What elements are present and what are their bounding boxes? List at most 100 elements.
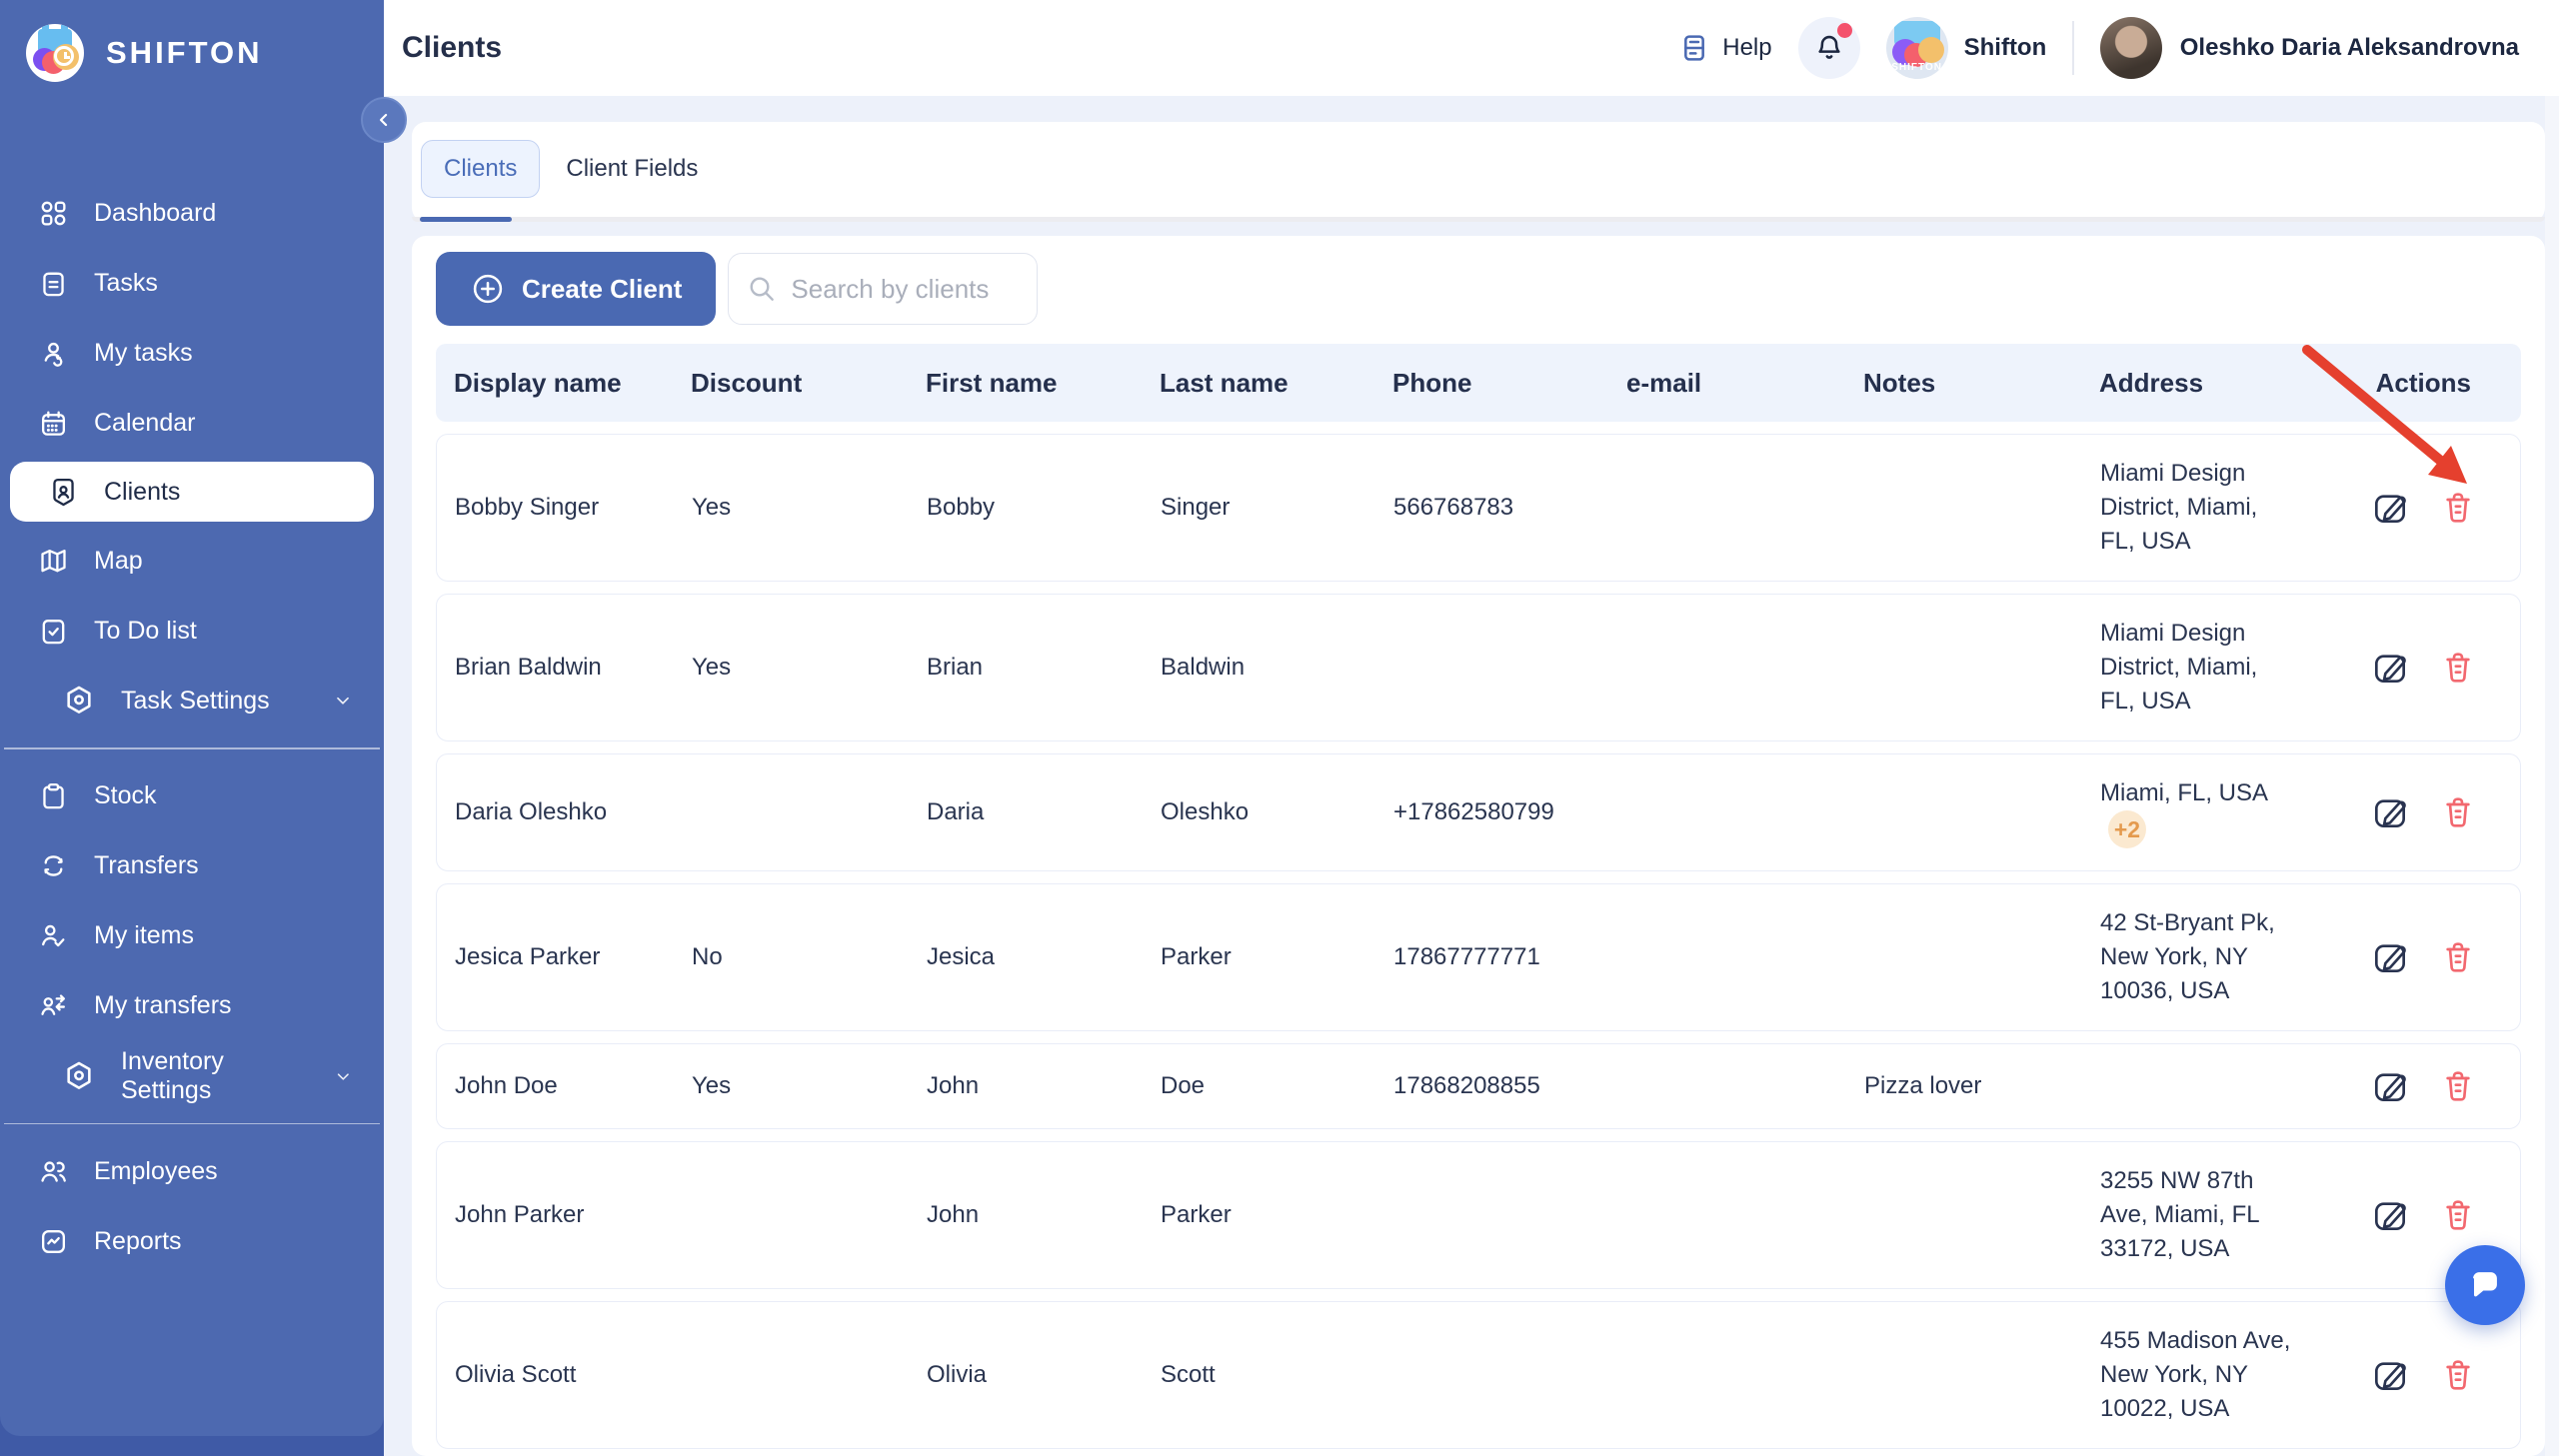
table-row: Olivia Scott Olivia Scott 455 Madison Av… (436, 1301, 2521, 1449)
delete-client-button[interactable] (2438, 488, 2478, 528)
edit-client-button[interactable] (2370, 1355, 2410, 1395)
cell-phone: 566768783 (1393, 494, 1514, 521)
chat-bubble-icon (2473, 1272, 2497, 1297)
trash-icon (2446, 942, 2470, 972)
sidebar-item-transfers[interactable]: Transfers (0, 831, 384, 901)
chevron-left-icon (380, 113, 388, 127)
edit-client-button[interactable] (2370, 488, 2410, 528)
cell-first-name: Brian (927, 654, 984, 681)
delete-client-button[interactable] (2438, 1195, 2478, 1235)
cell-first-name: Daria (927, 798, 985, 825)
sidebar-item-my-tasks[interactable]: My tasks (0, 318, 384, 388)
cell-last-name: Parker (1161, 1201, 1232, 1228)
settings-hex-icon (62, 1059, 96, 1093)
cell-address: 42 St-Bryant Pk, New York, NY 10036, USA (2100, 909, 2275, 1004)
settings-hex-icon (62, 684, 96, 718)
edit-client-button[interactable] (2370, 1195, 2410, 1235)
edit-icon (2374, 944, 2406, 972)
sidebar-item-label: Task Settings (121, 686, 270, 715)
sidebar-divider (4, 1122, 380, 1124)
sidebar-item-my-transfers[interactable]: My transfers (0, 971, 384, 1041)
sidebar-item-label: My tasks (94, 338, 193, 367)
sidebar-collapse-button[interactable] (361, 97, 407, 143)
sidebar-item-clients[interactable]: Clients (10, 462, 374, 522)
create-client-button[interactable]: Create Client (436, 252, 717, 326)
sidebar-item-calendar[interactable]: Calendar (0, 388, 384, 458)
clients-icon (48, 477, 79, 508)
sidebar-item-label: Transfers (94, 851, 199, 879)
tabs-track (412, 217, 2545, 222)
org-chip[interactable]: SHIFTON Shifton (1885, 17, 2047, 79)
toolbar: Create Client (436, 252, 2521, 326)
transfers-icon (38, 850, 69, 881)
sidebar: SHIFTON Dashboard Tasks My tasks Calendar Cl… (0, 0, 407, 1456)
stock-icon (38, 780, 69, 811)
scrollbar-track[interactable] (2545, 96, 2559, 1456)
sidebar-item-my-items[interactable]: My items (0, 901, 384, 971)
edit-client-button[interactable] (2370, 1066, 2410, 1106)
cell-display-name: Brian Baldwin (455, 654, 602, 681)
cell-address: Miami Design District, Miami, FL, USA (2100, 460, 2258, 555)
sidebar-item-label: Map (94, 546, 143, 575)
sidebar-item-dashboard[interactable]: Dashboard (0, 178, 384, 248)
delete-client-button[interactable] (2438, 1066, 2478, 1106)
edit-client-button[interactable] (2370, 792, 2410, 832)
cell-last-name: Oleshko (1161, 798, 1250, 825)
sidebar-item-employees[interactable]: Employees (0, 1136, 384, 1206)
trash-icon (2446, 1071, 2470, 1101)
sidebar-item-to-do-list[interactable]: To Do list (0, 596, 384, 666)
cell-actions (2347, 792, 2520, 832)
cell-actions (2347, 1066, 2520, 1106)
address-more-badge[interactable]: +2 (2108, 810, 2146, 848)
user-chip[interactable]: Oleshko Daria Aleksandrovna (2099, 17, 2519, 79)
notifications-button[interactable] (1797, 17, 1860, 79)
sidebar-item-inventory-settings[interactable]: Inventory Settings (0, 1041, 384, 1111)
sidebar-item-map[interactable]: Map (0, 526, 384, 596)
cell-phone: +17862580799 (1393, 798, 1554, 825)
cell-discount: No (692, 943, 723, 970)
cell-discount: Yes (692, 654, 732, 681)
cell-display-name: John Doe (455, 1072, 558, 1099)
tab-clients[interactable]: Clients (421, 140, 541, 198)
org-avatar: SHIFTON (1885, 17, 1948, 79)
delete-client-button[interactable] (2438, 937, 2478, 977)
sidebar-item-tasks[interactable]: Tasks (0, 248, 384, 318)
edit-icon (2374, 799, 2406, 827)
sidebar-item-reports[interactable]: Reports (0, 1206, 384, 1276)
cell-first-name: Jesica (927, 943, 996, 970)
search-input[interactable] (728, 253, 1039, 325)
cell-actions (2347, 648, 2520, 688)
col-display-name: Display name (454, 367, 622, 398)
reports-icon (38, 1226, 69, 1257)
sidebar-item-stock[interactable]: Stock (0, 761, 384, 831)
org-name: Shifton (1963, 34, 2047, 61)
sidebar-item-label: Stock (94, 781, 157, 809)
delete-client-button[interactable] (2438, 1355, 2478, 1395)
sidebar-item-label: Tasks (94, 268, 158, 297)
help-button[interactable]: Help (1678, 32, 1772, 64)
cell-actions (2347, 488, 2520, 528)
person-arrows-icon (38, 990, 69, 1021)
sidebar-item-label: My items (94, 921, 194, 949)
cell-display-name: Olivia Scott (455, 1361, 577, 1388)
cell-last-name: Parker (1161, 943, 1232, 970)
person-check-icon (38, 920, 69, 951)
sidebar-item-task-settings[interactable]: Task Settings (0, 666, 384, 735)
cell-actions (2347, 1195, 2520, 1235)
trash-icon (2446, 1200, 2470, 1230)
cell-notes: Pizza lover (1864, 1072, 1982, 1099)
delete-client-button[interactable] (2438, 648, 2478, 688)
sidebar-item-label: Calendar (94, 408, 196, 437)
delete-client-button[interactable] (2438, 792, 2478, 832)
sidebar-item-label: Employees (94, 1156, 218, 1185)
edit-client-button[interactable] (2370, 937, 2410, 977)
cell-display-name: Daria Oleshko (455, 798, 608, 825)
cell-display-name: Jesica Parker (455, 943, 601, 970)
chat-button[interactable] (2445, 1245, 2525, 1325)
table-row: Daria Oleshko Daria Oleshko +17862580799… (436, 753, 2521, 871)
col-last-name: Last name (1160, 367, 1288, 398)
tab-client-fields[interactable]: Client Fields (566, 155, 699, 182)
shifton-logo-icon (26, 24, 84, 82)
col-email: e-mail (1626, 367, 1702, 398)
edit-client-button[interactable] (2370, 648, 2410, 688)
